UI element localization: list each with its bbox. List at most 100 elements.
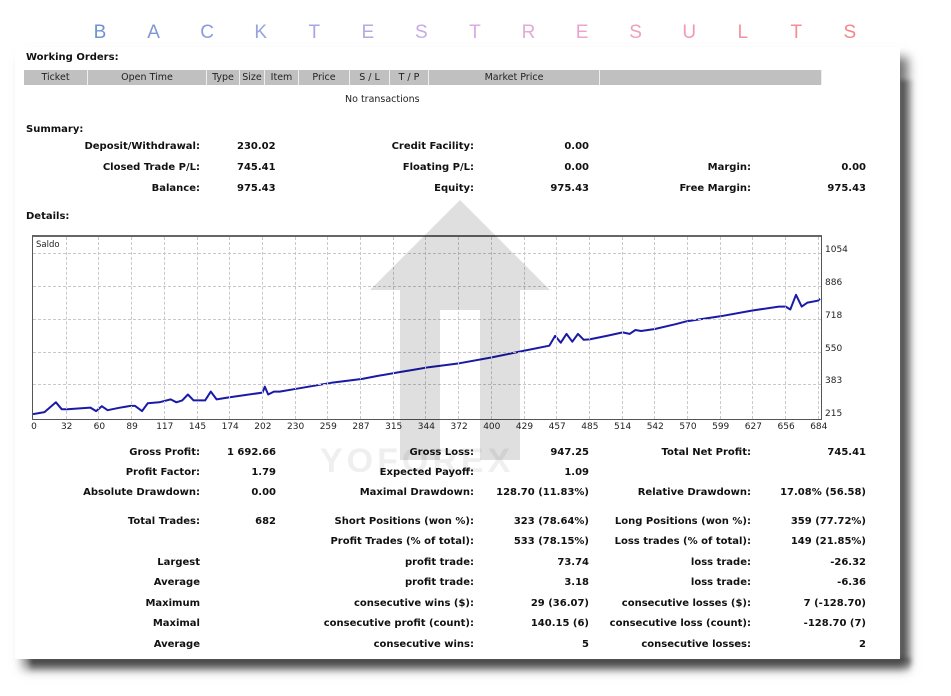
col-market-price[interactable]: Market Price — [429, 70, 600, 85]
stat-label: Absolute Drawdown: — [83, 487, 200, 498]
title-letter: U — [682, 22, 697, 43]
grid-line-vertical — [523, 237, 525, 419]
title-letter: L — [737, 22, 749, 43]
stat-label: profit trade: — [404, 557, 474, 568]
col-sl[interactable]: S / L — [350, 70, 390, 85]
stat-value: 745.41 — [827, 447, 866, 458]
stat-value: -6.36 — [837, 577, 866, 588]
x-tick-label: 429 — [515, 422, 534, 432]
title-letter: A — [147, 22, 160, 43]
col-ticket[interactable]: Ticket — [24, 70, 88, 85]
summary-label: Balance: — [151, 183, 200, 194]
grid-line-vertical — [817, 237, 819, 419]
stat-label: consecutive loss (count): — [609, 618, 751, 629]
stat-label: Long Positions (won %): — [614, 516, 751, 527]
summary-label: Closed Trade P/L: — [102, 162, 200, 173]
x-tick-label: 457 — [548, 422, 566, 432]
stat-label: Profit Factor: — [125, 467, 200, 478]
stat-label: Short Positions (won %): — [334, 516, 474, 527]
x-tick-label: 344 — [418, 422, 435, 432]
grid-line-vertical — [229, 237, 231, 419]
stat-value: -128.70 (7) — [803, 618, 866, 629]
watermark-logo-icon — [370, 200, 550, 460]
stat-label: profit trade: — [404, 577, 474, 588]
col-type[interactable]: Type — [207, 70, 240, 85]
grid-line-vertical — [719, 237, 721, 419]
x-tick-label: 0 — [31, 422, 37, 432]
summary-label: Equity: — [434, 183, 474, 194]
stat-label: Maximum — [145, 598, 200, 609]
title-letter: B — [93, 22, 107, 43]
stat-label: Total Trades: — [127, 516, 200, 527]
grid-line-vertical — [131, 237, 133, 419]
stat-label: Average — [153, 577, 200, 588]
grid-line-vertical — [360, 237, 361, 419]
grid-line-vertical — [621, 237, 623, 419]
title-letter: C — [200, 22, 214, 43]
stat-label: loss trade: — [690, 577, 751, 588]
stat-value: 533 (78.15%) — [513, 536, 589, 547]
watermark-text: YOFOREX — [320, 442, 515, 480]
x-tick-label: 230 — [287, 422, 305, 432]
title-letter: S — [843, 22, 857, 43]
grid-line-vertical — [654, 237, 656, 419]
stat-label: Relative Drawdown: — [637, 487, 751, 498]
summary-value: 0.00 — [564, 162, 589, 173]
stat-value: 3.18 — [564, 577, 589, 588]
x-tick-label: 89 — [126, 422, 138, 432]
y-tick-label: 1054 — [825, 245, 848, 255]
summary-label: Deposit/Withdrawal: — [84, 141, 200, 152]
summary-label: Credit Facility: — [391, 141, 474, 152]
chart-title: Saldo — [36, 240, 60, 250]
stat-label: consecutive profit (count): — [323, 618, 474, 629]
x-tick-label: 627 — [744, 422, 762, 432]
col-size[interactable]: Size — [240, 70, 265, 85]
stat-value: 947.25 — [550, 447, 589, 458]
x-tick-label: 485 — [581, 422, 599, 432]
working-orders-heading: Working Orders: — [26, 52, 119, 63]
col-blank — [600, 70, 822, 85]
grid-line-horizontal — [33, 384, 821, 385]
title-letter: T — [790, 22, 803, 43]
grid-line-vertical — [425, 237, 427, 419]
summary-value: 745.41 — [237, 162, 276, 173]
balance-chart: Saldo — [32, 235, 822, 420]
grid-line-vertical — [261, 237, 263, 419]
stat-value: 7 (-128.70) — [803, 598, 866, 609]
x-tick-label: 117 — [156, 422, 174, 432]
x-tick-label: 174 — [221, 422, 239, 432]
x-tick-label: 656 — [777, 422, 795, 432]
col-tp[interactable]: T / P — [390, 70, 429, 85]
stat-label: Gross Loss: — [409, 447, 474, 458]
col-item[interactable]: Item — [265, 70, 299, 85]
x-tick-label: 202 — [254, 422, 272, 432]
col-price[interactable]: Price — [299, 70, 350, 85]
title-letter: K — [254, 22, 268, 43]
x-tick-label: 570 — [679, 422, 697, 432]
grid-line-vertical — [490, 237, 492, 419]
panel-shadow-right — [900, 80, 914, 665]
grid-line-vertical — [687, 237, 688, 419]
stat-label: consecutive losses: — [641, 639, 751, 650]
stat-value: 682 — [255, 516, 276, 527]
stat-label: loss trade: — [690, 557, 751, 568]
title-letter: E — [361, 22, 375, 43]
stat-value: 323 (78.64%) — [513, 516, 589, 527]
y-tick-label: 886 — [825, 278, 843, 288]
col-open-time[interactable]: Open Time — [88, 70, 207, 85]
stat-label: consecutive losses ($): — [621, 598, 751, 609]
x-tick-label: 514 — [614, 422, 632, 432]
summary-value: 975.43 — [237, 183, 276, 194]
x-tick-label: 542 — [646, 422, 664, 432]
summary-heading: Summary: — [26, 124, 84, 135]
x-tick-label: 684 — [810, 422, 828, 432]
stat-label: Largest — [157, 557, 200, 568]
grid-line-horizontal — [33, 352, 821, 353]
stat-label: Maximal — [152, 618, 200, 629]
grid-line-vertical — [785, 237, 787, 419]
grid-line-horizontal — [33, 319, 821, 320]
stat-value: 0.00 — [251, 487, 276, 498]
stat-label: Maximal Drawdown: — [359, 487, 474, 498]
summary-value: 975.43 — [550, 183, 589, 194]
